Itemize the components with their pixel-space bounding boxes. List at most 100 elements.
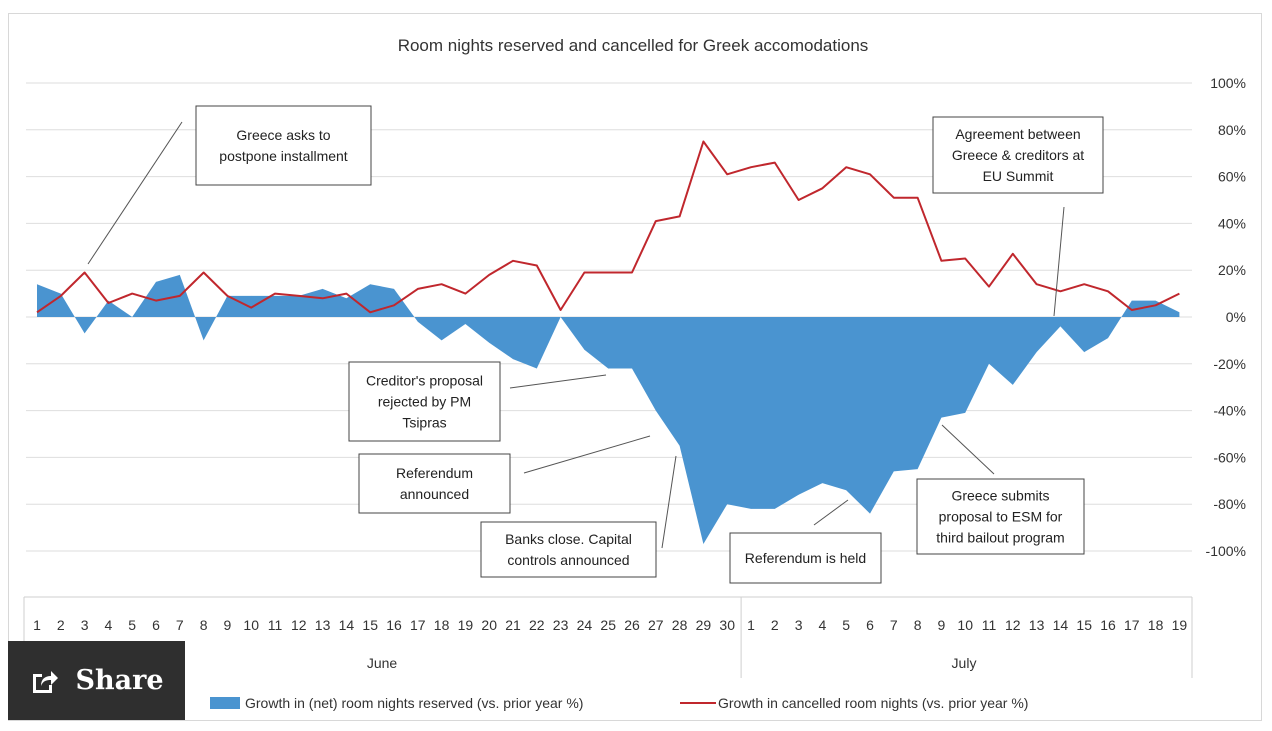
x-tick-label: 18 [1148, 617, 1164, 633]
legend-swatch-reserved [210, 697, 240, 709]
y-tick-label: 100% [1210, 75, 1246, 91]
x-tick-label: 18 [434, 617, 450, 633]
x-tick-label: 1 [747, 617, 755, 633]
x-tick-label: 30 [719, 617, 735, 633]
annotation-leader-line [1053, 206, 1065, 317]
legend: Growth in (net) room nights reserved (vs… [210, 695, 1028, 711]
annotation-leader-line [509, 374, 607, 389]
y-tick-label: -80% [1213, 496, 1246, 512]
x-tick-label: 21 [505, 617, 521, 633]
x-tick-label: 22 [529, 617, 545, 633]
x-tick-label: 11 [982, 617, 997, 633]
annotation-text: Greece submits [951, 488, 1049, 504]
annotation-leader-line [661, 455, 677, 549]
y-tick-label: -100% [1206, 543, 1246, 559]
x-tick-label: 10 [243, 617, 259, 633]
share-icon [33, 670, 59, 693]
x-axis: 1 2 3 4 5 6 7 8 9 10 11 12 13 14 15 16 17 18 19 20 21 22 23 24 2… [23, 596, 1193, 678]
annotation-box [358, 453, 511, 514]
annotation-text: announced [400, 486, 469, 502]
y-tick-label: 20% [1218, 262, 1246, 278]
x-tick-label: 17 [1124, 617, 1140, 633]
y-tick-label: -60% [1213, 449, 1246, 465]
annotation-leader-line [941, 424, 995, 475]
annotation-text: Banks close. Capital [505, 531, 632, 547]
chart-frame [8, 13, 1262, 721]
x-tick-label: 15 [362, 617, 378, 633]
x-tick-label: 2 [57, 617, 65, 633]
x-tick-label: 11 [268, 617, 283, 633]
y-tick-label: 80% [1218, 122, 1246, 138]
x-tick-label: 8 [200, 617, 208, 633]
share-label: Share [75, 665, 164, 696]
annotation-box [932, 116, 1104, 194]
series-area-group [36, 274, 1180, 545]
annotation-box [729, 532, 882, 584]
x-tick-label: 24 [577, 617, 593, 633]
y-tick-label: -40% [1213, 403, 1246, 419]
x-tick-label: 14 [339, 617, 355, 633]
annotation-text: controls announced [507, 552, 629, 568]
x-tick-label: 19 [458, 617, 474, 633]
annotation-text: postpone installment [219, 148, 348, 164]
legend-label-reserved: Growth in (net) room nights reserved (vs… [245, 695, 583, 711]
month-label: July [952, 655, 977, 671]
x-tick-label: 23 [553, 617, 569, 633]
annotation-text: third bailout program [936, 530, 1064, 546]
x-tick-label: 2 [771, 617, 779, 633]
annotation-text: Agreement between [955, 126, 1080, 142]
annotation-box [480, 521, 657, 578]
x-tick-label: 9 [938, 617, 946, 633]
legend-label-cancelled: Growth in cancelled room nights (vs. pri… [718, 695, 1028, 711]
x-tick-label: 5 [842, 617, 850, 633]
series-line-group [36, 140, 1180, 314]
annotation-text: Greece asks to [236, 127, 330, 143]
series-reserved-area [37, 274, 1180, 544]
x-tick-label: 7 [176, 617, 184, 633]
y-tick-label: 60% [1218, 169, 1246, 185]
chart-title: Room nights reserved and cancelled for G… [398, 36, 869, 55]
x-tick-label: 6 [152, 617, 160, 633]
y-tick-label: -20% [1213, 356, 1246, 372]
annotation-text: Tsipras [402, 415, 446, 431]
x-tick-label: 9 [224, 617, 232, 633]
x-tick-label: 5 [128, 617, 136, 633]
x-tick-label: 29 [696, 617, 712, 633]
annotation-leader-line [813, 499, 849, 526]
x-tick-label: 3 [795, 617, 803, 633]
x-tick-label: 1 [33, 617, 41, 633]
x-tick-label: 7 [890, 617, 898, 633]
x-tick-label: 19 [1172, 617, 1188, 633]
annotation-text: EU Summit [983, 168, 1054, 184]
x-tick-label: 16 [386, 617, 402, 633]
x-tick-label: 20 [481, 617, 497, 633]
x-tick-label: 4 [819, 617, 827, 633]
x-tick-label: 6 [866, 617, 874, 633]
x-tick-label: 13 [315, 617, 331, 633]
x-tick-label: 8 [914, 617, 922, 633]
x-tick-label: 10 [957, 617, 973, 633]
annotation-box [195, 105, 372, 186]
annotation-text: Creditor's proposal [366, 373, 483, 389]
x-tick-label: 25 [600, 617, 616, 633]
y-axis: 100% 80% 60% 40% 20% 0% -20% -40% -60% -80% -100% [1206, 75, 1246, 559]
x-tick-label: 14 [1053, 617, 1069, 633]
annotation-text: proposal to ESM for [939, 509, 1063, 525]
annotation-leader-line [523, 435, 651, 474]
annotation-leader-line [87, 121, 183, 265]
x-tick-label: 4 [105, 617, 113, 633]
annotation-text: Referendum is held [745, 550, 866, 566]
share-button[interactable]: Share [8, 641, 185, 720]
annotation-box [916, 478, 1085, 555]
annotation-text: rejected by PM [378, 394, 471, 410]
x-tick-label: 17 [410, 617, 426, 633]
x-tick-label: 3 [81, 617, 89, 633]
x-tick-label: 26 [624, 617, 640, 633]
annotation-text: Referendum [396, 465, 473, 481]
x-tick-label: 13 [1029, 617, 1045, 633]
x-tick-label: 16 [1100, 617, 1116, 633]
x-tick-label: 27 [648, 617, 664, 633]
annotations: Greece asks to postpone installment Agreem… [87, 105, 1104, 584]
x-tick-label: 15 [1076, 617, 1092, 633]
